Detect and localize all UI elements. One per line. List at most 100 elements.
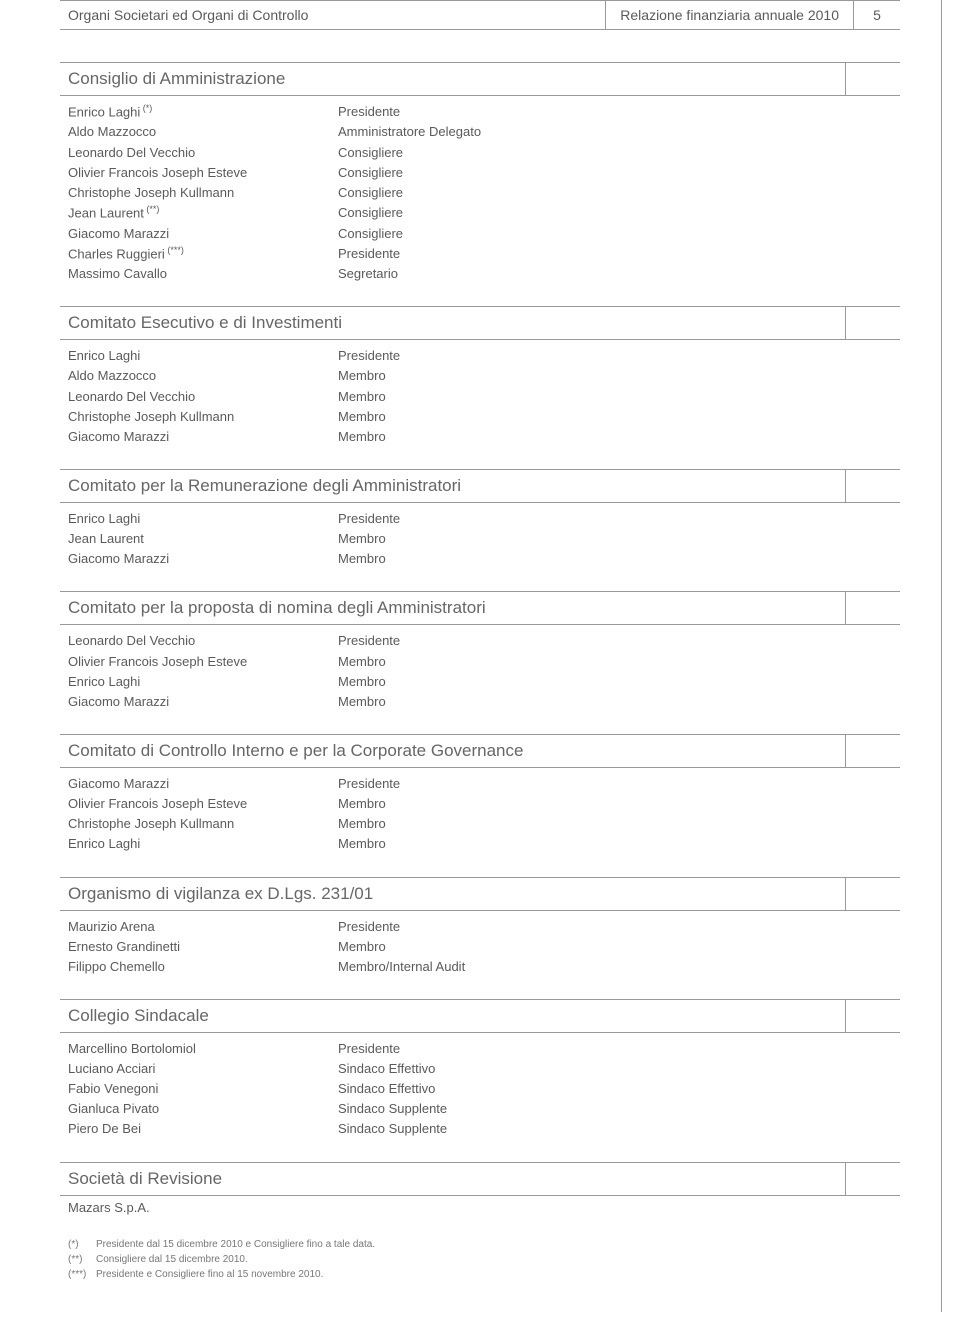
member-row: Enrico LaghiMembro <box>68 834 900 854</box>
member-name: Luciano Acciari <box>68 1059 338 1079</box>
member-row: Piero De BeiSindaco Supplente <box>68 1119 900 1139</box>
member-role: Consigliere <box>338 163 900 183</box>
footnote-mark: (***) <box>165 245 184 255</box>
section-title-endbox <box>845 63 900 95</box>
section-title: Comitato di Controllo Interno e per la C… <box>60 735 845 767</box>
footnote-mark: (*) <box>140 103 152 113</box>
member-role: Presidente <box>338 346 900 366</box>
member-name: Aldo Mazzocco <box>68 366 338 386</box>
header-page-number: 5 <box>854 1 900 29</box>
section-title-endbox <box>845 1000 900 1032</box>
member-row: Enrico Laghi (*)Presidente <box>68 102 900 122</box>
member-list: Enrico Laghi (*)PresidenteAldo MazzoccoA… <box>60 96 900 284</box>
member-role: Sindaco Effettivo <box>338 1079 900 1099</box>
section: Comitato di Controllo Interno e per la C… <box>60 734 900 855</box>
member-name: Filippo Chemello <box>68 957 338 977</box>
member-role: Membro <box>338 427 900 447</box>
member-name: Aldo Mazzocco <box>68 122 338 142</box>
footnote: (*)Presidente dal 15 dicembre 2010 e Con… <box>68 1237 900 1252</box>
member-role: Consigliere <box>338 224 900 244</box>
member-role: Segretario <box>338 264 900 284</box>
member-row: Jean Laurent (**)Consigliere <box>68 203 900 223</box>
member-row: Olivier Francois Joseph EsteveMembro <box>68 794 900 814</box>
member-row: Leonardo Del VecchioMembro <box>68 387 900 407</box>
member-row: Leonardo Del VecchioConsigliere <box>68 143 900 163</box>
section-title-endbox <box>845 307 900 339</box>
header-section-title: Organi Societari ed Organi di Controllo <box>60 1 606 29</box>
member-name: Giacomo Marazzi <box>68 774 338 794</box>
page-header: Organi Societari ed Organi di Controllo … <box>60 0 900 30</box>
section-title: Collegio Sindacale <box>60 1000 845 1032</box>
member-role: Membro <box>338 549 900 569</box>
footnote-text: Consigliere dal 15 dicembre 2010. <box>96 1252 248 1267</box>
footnote: (**)Consigliere dal 15 dicembre 2010. <box>68 1252 900 1267</box>
member-role: Membro <box>338 834 900 854</box>
member-name: Giacomo Marazzi <box>68 549 338 569</box>
member-list: Maurizio ArenaPresidenteErnesto Grandine… <box>60 911 900 977</box>
member-list: Enrico LaghiPresidenteAldo MazzoccoMembr… <box>60 340 900 447</box>
section: Collegio SindacaleMarcellino Bortolomiol… <box>60 999 900 1140</box>
footnote-marker: (***) <box>68 1267 96 1282</box>
section-title-row: Collegio Sindacale <box>60 999 900 1033</box>
section: Comitato per la Remunerazione degli Ammi… <box>60 469 900 569</box>
member-name: Olivier Francois Joseph Esteve <box>68 163 338 183</box>
member-row: Olivier Francois Joseph EsteveConsiglier… <box>68 163 900 183</box>
member-role: Sindaco Supplente <box>338 1119 900 1139</box>
member-role: Membro <box>338 529 900 549</box>
section-title: Comitato per la proposta di nomina degli… <box>60 592 845 624</box>
member-row: Olivier Francois Joseph EsteveMembro <box>68 652 900 672</box>
header-report-title: Relazione finanziaria annuale 2010 <box>606 1 854 29</box>
section: Comitato per la proposta di nomina degli… <box>60 591 900 712</box>
member-role: Membro <box>338 672 900 692</box>
member-name: Enrico Laghi <box>68 672 338 692</box>
section-title-row: Comitato di Controllo Interno e per la C… <box>60 734 900 768</box>
member-role: Presidente <box>338 102 900 122</box>
section-title-row: Società di Revisione <box>60 1162 900 1196</box>
member-row: Enrico LaghiPresidente <box>68 346 900 366</box>
member-role: Membro <box>338 652 900 672</box>
section-title-row: Comitato per la Remunerazione degli Ammi… <box>60 469 900 503</box>
member-name: Jean Laurent <box>68 529 338 549</box>
footnote-mark: (**) <box>144 204 160 214</box>
member-row: Giacomo MarazziMembro <box>68 549 900 569</box>
member-role: Consigliere <box>338 203 900 223</box>
member-role: Sindaco Supplente <box>338 1099 900 1119</box>
member-name: Jean Laurent (**) <box>68 203 338 223</box>
member-role: Presidente <box>338 509 900 529</box>
section: Società di RevisioneMazars S.p.A. <box>60 1162 900 1215</box>
section-title: Comitato Esecutivo e di Investimenti <box>60 307 845 339</box>
section-title-row: Comitato Esecutivo e di Investimenti <box>60 306 900 340</box>
member-row: Fabio VenegoniSindaco Effettivo <box>68 1079 900 1099</box>
member-role: Membro <box>338 692 900 712</box>
section-title-endbox <box>845 735 900 767</box>
member-name: Piero De Bei <box>68 1119 338 1139</box>
section-title-row: Consiglio di Amministrazione <box>60 62 900 96</box>
section-title-endbox <box>845 470 900 502</box>
member-row: Enrico LaghiMembro <box>68 672 900 692</box>
member-row: Giacomo MarazziMembro <box>68 427 900 447</box>
footnote-text: Presidente dal 15 dicembre 2010 e Consig… <box>96 1237 375 1252</box>
member-row: Giacomo MarazziConsigliere <box>68 224 900 244</box>
member-name: Enrico Laghi <box>68 509 338 529</box>
member-name: Giacomo Marazzi <box>68 427 338 447</box>
footnote: (***)Presidente e Consigliere fino al 15… <box>68 1267 900 1282</box>
member-row: Jean LaurentMembro <box>68 529 900 549</box>
member-list: Marcellino BortolomiolPresidenteLuciano … <box>60 1033 900 1140</box>
member-role: Membro/Internal Audit <box>338 957 900 977</box>
member-role: Membro <box>338 937 900 957</box>
section: Consiglio di Amministrazione Enrico Laghi… <box>60 62 900 284</box>
section-title-endbox <box>845 1163 900 1195</box>
member-name: Enrico Laghi (*) <box>68 102 338 122</box>
member-row: Ernesto GrandinettiMembro <box>68 937 900 957</box>
section-title-endbox <box>845 878 900 910</box>
footnote-marker: (*) <box>68 1237 96 1252</box>
section-title: Comitato per la Remunerazione degli Ammi… <box>60 470 845 502</box>
member-role: Membro <box>338 794 900 814</box>
member-name: Christophe Joseph Kullmann <box>68 814 338 834</box>
member-row: Aldo MazzoccoMembro <box>68 366 900 386</box>
member-row: Leonardo Del VecchioPresidente <box>68 631 900 651</box>
member-role: Presidente <box>338 631 900 651</box>
member-name: Giacomo Marazzi <box>68 692 338 712</box>
section-title: Organismo di vigilanza ex D.Lgs. 231/01 <box>60 878 845 910</box>
member-row: Christophe Joseph KullmannMembro <box>68 814 900 834</box>
